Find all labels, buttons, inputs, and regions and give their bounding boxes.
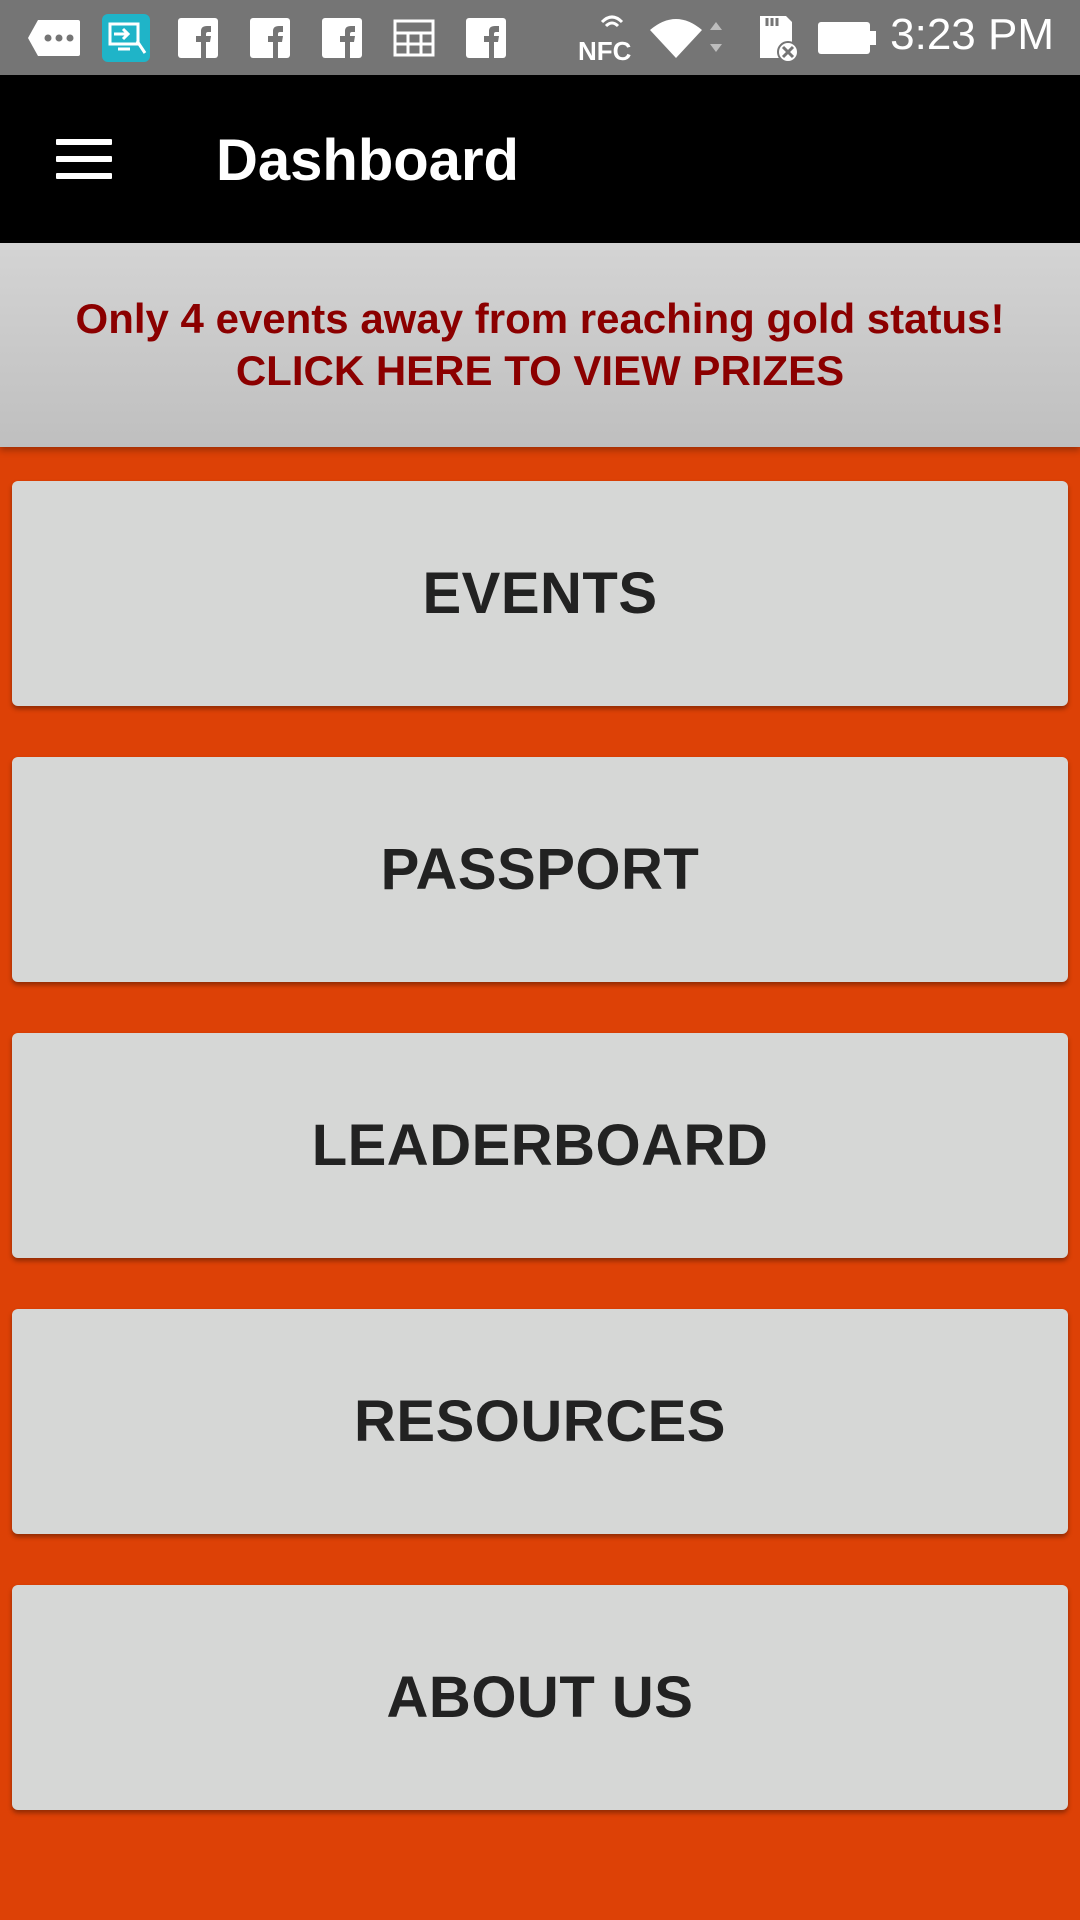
about-us-button-label: ABOUT US <box>386 1665 694 1730</box>
banner-prizes-link[interactable]: CLICK HERE TO VIEW PRIZES <box>235 347 845 394</box>
facebook-icon <box>248 14 292 62</box>
passport-button[interactable]: PASSPORT <box>12 757 1068 982</box>
wifi-icon <box>648 14 728 62</box>
hamburger-menu-icon[interactable] <box>40 123 128 195</box>
resources-button-label: RESOURCES <box>354 1389 726 1454</box>
status-bar: NFC 3:23 PM <box>0 0 1080 75</box>
sd-card-icon <box>750 14 802 63</box>
resources-button[interactable]: RESOURCES <box>12 1309 1068 1534</box>
nfc-icon: NFC <box>576 14 636 64</box>
events-button[interactable]: EVENTS <box>12 481 1068 706</box>
gold-status-banner[interactable]: Only 4 events away from reaching gold st… <box>0 243 1080 447</box>
facebook-icon <box>320 14 364 62</box>
events-button-label: EVENTS <box>422 561 658 626</box>
app-bar: Dashboard <box>0 75 1080 243</box>
about-us-button[interactable]: ABOUT US <box>12 1585 1068 1810</box>
nfc-label: NFC <box>578 36 632 64</box>
battery-icon <box>816 14 878 62</box>
status-time: 3:23 PM <box>890 10 1054 59</box>
page-title: Dashboard <box>216 128 519 193</box>
banner-status-text: Only 4 events away from reaching gold st… <box>75 295 1005 342</box>
more-icon <box>26 14 82 62</box>
facebook-icon <box>464 14 508 62</box>
passport-button-label: PASSPORT <box>380 837 700 902</box>
leaderboard-button-label: LEADERBOARD <box>311 1113 769 1178</box>
leaderboard-button[interactable]: LEADERBOARD <box>12 1033 1068 1258</box>
facebook-icon <box>176 14 220 62</box>
grid-icon <box>392 14 436 62</box>
screen-cast-icon <box>100 14 152 62</box>
